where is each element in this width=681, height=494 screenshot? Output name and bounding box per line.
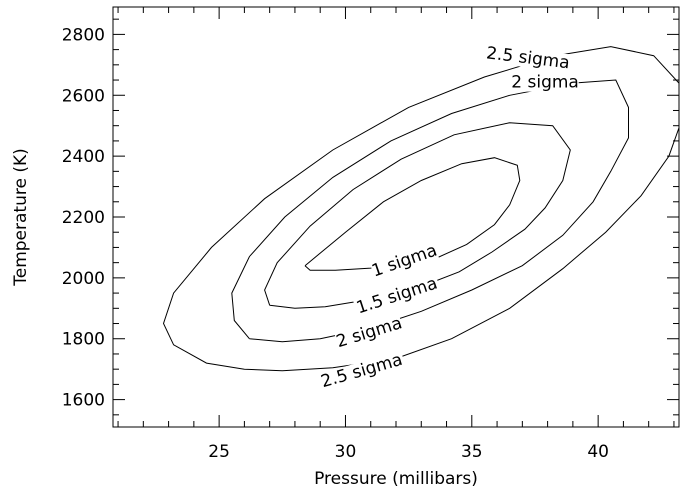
- contour-label-group: 1.5 sigma: [353, 273, 441, 318]
- y-tick-label: 2400: [62, 147, 105, 167]
- contour-label-mask: [369, 241, 440, 281]
- contour-label-mask: [484, 44, 572, 73]
- x-axis-title: Pressure (millibars): [314, 469, 478, 489]
- contour-label-mask: [353, 274, 441, 318]
- contour-2-sigma: [231, 79, 629, 343]
- contour-label-mask: [317, 350, 406, 392]
- contour-label: 1.5 sigma: [354, 273, 440, 318]
- y-tick-label: 2000: [62, 269, 105, 289]
- contour-label-mask: [334, 314, 405, 352]
- contour-label: 2.5 sigma: [319, 350, 405, 392]
- contour-label-group: 2.5 sigma: [484, 43, 572, 73]
- contour-label: 2 sigma: [334, 313, 404, 352]
- contour-label-mask: [511, 73, 579, 92]
- contour-label: 2.5 sigma: [485, 43, 571, 73]
- y-tick-label: 2600: [62, 86, 105, 106]
- y-tick-label: 1800: [62, 330, 105, 350]
- contour-1-sigma: [304, 157, 521, 271]
- contour-label-group: 2 sigma: [334, 313, 404, 352]
- y-tick-label: 1600: [62, 391, 105, 411]
- plot-axes: 25 30 35 40 1600 1800 2000 2200 2400 2600 2800: [62, 6, 680, 462]
- contour-2-5-sigma: [162, 46, 679, 372]
- contour-label-group: 2 sigma: [511, 73, 579, 93]
- x-tick-label: 30: [335, 442, 357, 462]
- contour-label-group: 2.5 sigma: [317, 350, 406, 392]
- x-tick-label: 40: [587, 442, 609, 462]
- x-tick-label: 25: [208, 442, 230, 462]
- contour-label: 2 sigma: [511, 73, 579, 93]
- contour-lines: [162, 46, 679, 372]
- x-tick-label: 35: [461, 442, 483, 462]
- y-tick-label: 2800: [62, 25, 105, 45]
- y-tick-label: 2200: [62, 208, 105, 228]
- y-axis-title: Temperature (K): [11, 148, 31, 287]
